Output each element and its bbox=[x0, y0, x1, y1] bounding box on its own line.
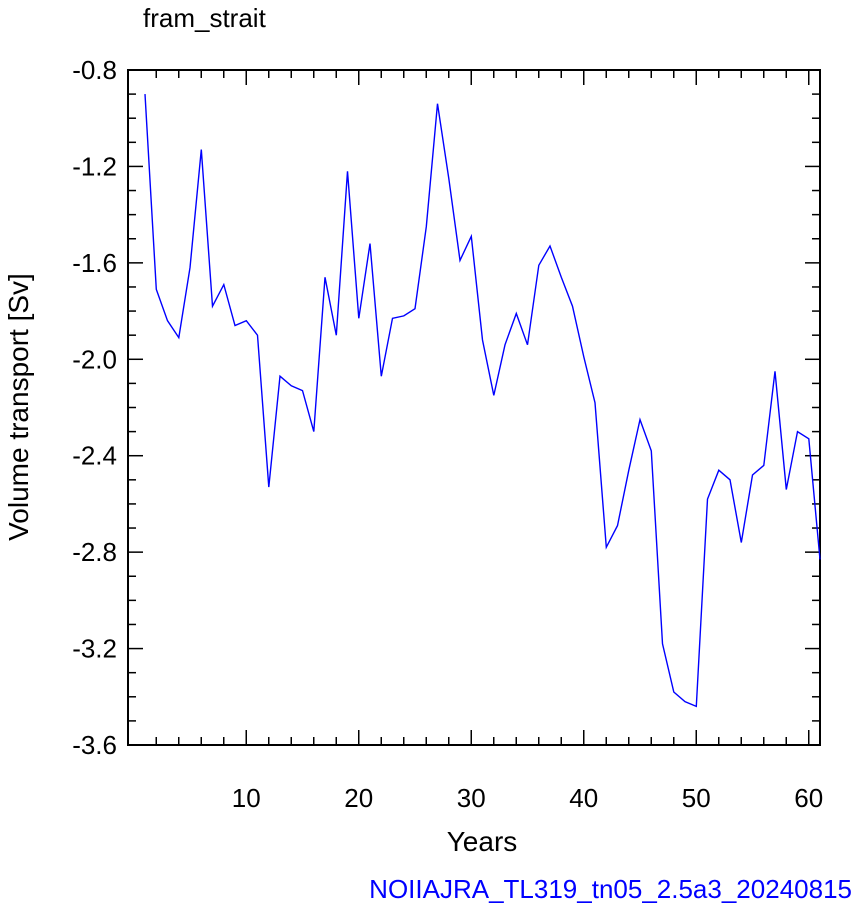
axis-ticks bbox=[128, 69, 820, 746]
x-tick-labels: 10 20 30 40 50 60 bbox=[232, 783, 823, 813]
y-tick-label: -3.6 bbox=[72, 730, 117, 760]
plot-frame bbox=[127, 69, 821, 746]
y-axis-label: Volume transport [Sv] bbox=[3, 273, 34, 541]
x-axis-label: Years bbox=[447, 826, 518, 857]
series-line bbox=[144, 94, 821, 708]
y-tick-label: -2.8 bbox=[72, 537, 117, 567]
chart-title: fram_strait bbox=[143, 3, 267, 33]
y-tick-label: -1.2 bbox=[72, 151, 117, 181]
footer-label: NOIIAJRA_TL319_tn05_2.5a3_20240815 bbox=[369, 874, 852, 904]
x-tick-label: 50 bbox=[682, 783, 711, 813]
y-tick-label: -3.2 bbox=[72, 634, 117, 664]
x-tick-label: 60 bbox=[794, 783, 823, 813]
x-tick-label: 40 bbox=[569, 783, 598, 813]
x-tick-label: 20 bbox=[344, 783, 373, 813]
x-tick-label: 10 bbox=[232, 783, 261, 813]
y-tick-labels: -0.8 -1.2 -1.6 -2.0 -2.4 -2.8 -3.2 -3.6 bbox=[72, 55, 117, 760]
x-tick-label: 30 bbox=[457, 783, 486, 813]
y-tick-label: -2.4 bbox=[72, 441, 117, 471]
y-tick-label: -1.6 bbox=[72, 248, 117, 278]
y-tick-label: -0.8 bbox=[72, 55, 117, 85]
y-tick-label: -2.0 bbox=[72, 344, 117, 374]
